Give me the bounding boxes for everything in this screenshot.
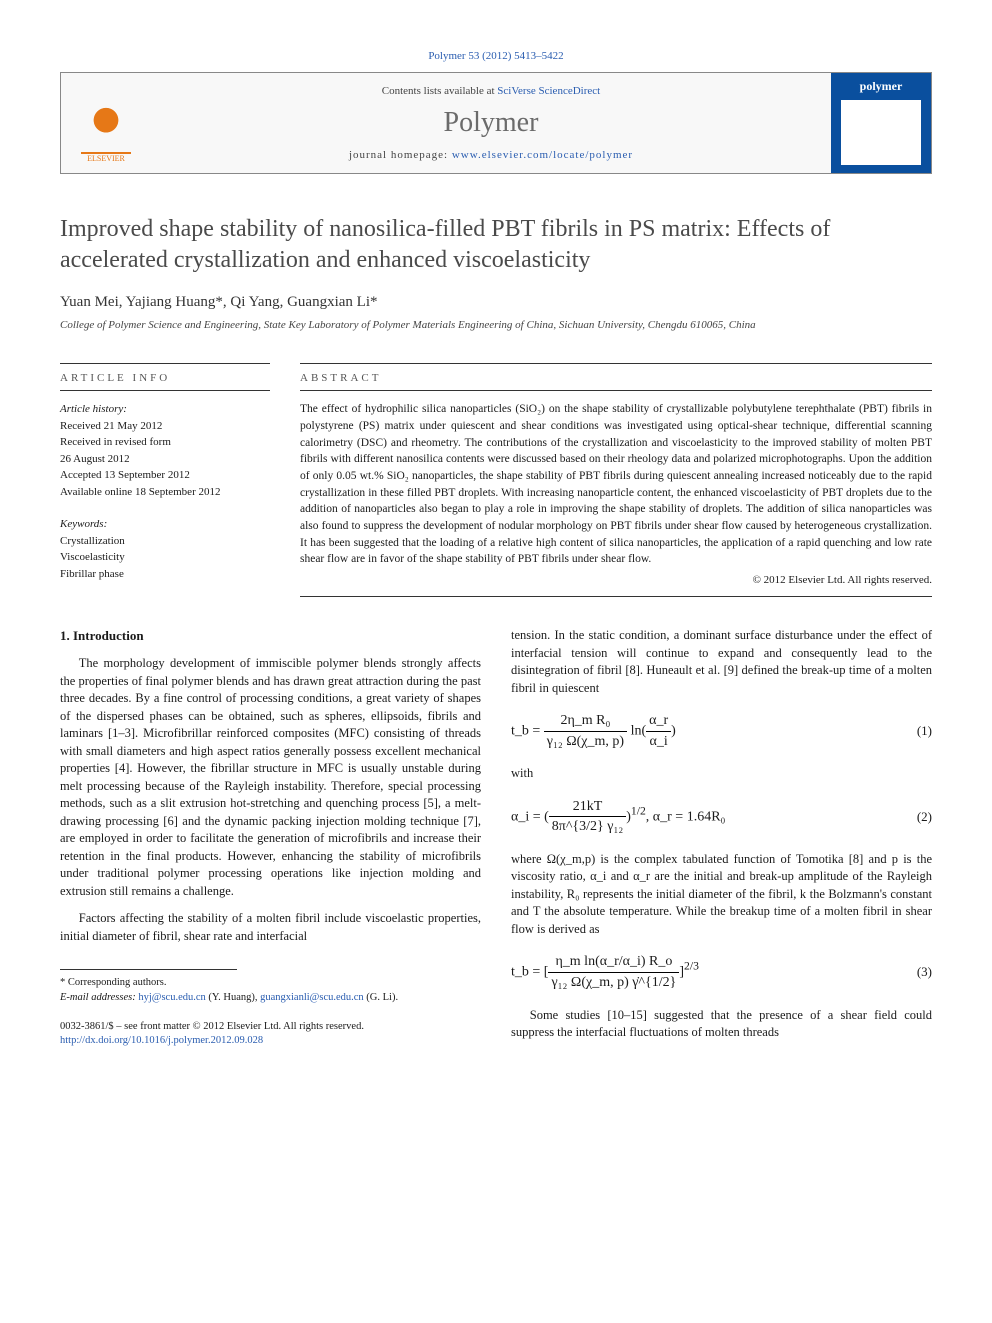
paragraph: Some studies [10–15] suggested that the … bbox=[511, 1007, 932, 1042]
homepage-link[interactable]: www.elsevier.com/locate/polymer bbox=[452, 149, 633, 161]
journal-cover[interactable]: polymer bbox=[831, 73, 931, 173]
article-history: Article history: Received 21 May 2012 Re… bbox=[60, 401, 270, 500]
equation-3: t_b = [η_m ln(α_r/α_i) R_oγ₁₂ Ω(χ_m, p) … bbox=[511, 952, 932, 992]
corr-label: * Corresponding authors. bbox=[60, 976, 481, 991]
body-left-column: 1. Introduction The morphology developme… bbox=[60, 627, 481, 1052]
paragraph: tension. In the static condition, a domi… bbox=[511, 627, 932, 697]
issn-text: 0032-3861/$ – see front matter © 2012 El… bbox=[60, 1020, 481, 1035]
history-line: Received 21 May 2012 bbox=[60, 418, 270, 435]
header-center: Contents lists available at SciVerse Sci… bbox=[151, 73, 831, 173]
equation-body: α_i = (21kT8π^{3/2} γ₁₂)1/2, α_r = 1.64R… bbox=[511, 797, 725, 837]
issn-line: 0032-3861/$ – see front matter © 2012 El… bbox=[60, 1020, 481, 1049]
journal-citation: Polymer 53 (2012) 5413–5422 bbox=[60, 50, 932, 62]
email-label: E-mail addresses: bbox=[60, 992, 138, 1003]
equation-number: (1) bbox=[917, 722, 932, 740]
cover-label: polymer bbox=[860, 79, 903, 94]
journal-name: Polymer bbox=[161, 107, 821, 139]
paragraph: where Ω(χ_m,p) is the complex tabulated … bbox=[511, 851, 932, 939]
sciencedirect-link[interactable]: SciVerse ScienceDirect bbox=[497, 85, 600, 97]
elsevier-logo-text: ELSEVIER bbox=[87, 154, 125, 163]
body-right-column: tension. In the static condition, a domi… bbox=[511, 627, 932, 1052]
email-name-1: (Y. Huang), bbox=[206, 992, 260, 1003]
abstract-text: The effect of hydrophilic silica nanopar… bbox=[300, 401, 932, 568]
email-link-2[interactable]: guangxianli@scu.edu.cn bbox=[260, 992, 364, 1003]
authors: Yuan Mei, Yajiang Huang*, Qi Yang, Guang… bbox=[60, 294, 932, 311]
equation-2: α_i = (21kT8π^{3/2} γ₁₂)1/2, α_r = 1.64R… bbox=[511, 797, 932, 837]
equation-body: t_b = [η_m ln(α_r/α_i) R_oγ₁₂ Ω(χ_m, p) … bbox=[511, 952, 699, 992]
journal-header: ELSEVIER Contents lists available at Sci… bbox=[60, 72, 932, 174]
history-label: Article history: bbox=[60, 401, 270, 418]
email-link-1[interactable]: hyj@scu.edu.cn bbox=[138, 992, 205, 1003]
email-line: E-mail addresses: hyj@scu.edu.cn (Y. Hua… bbox=[60, 991, 481, 1006]
keyword: Crystallization bbox=[60, 533, 270, 550]
email-name-2: (G. Li). bbox=[364, 992, 398, 1003]
article-title: Improved shape stability of nanosilica-f… bbox=[60, 214, 932, 276]
article-info-column: ARTICLE INFO Article history: Received 2… bbox=[60, 351, 270, 597]
history-line: 26 August 2012 bbox=[60, 451, 270, 468]
cover-thumbnail bbox=[841, 100, 921, 165]
abstract-label: ABSTRACT bbox=[300, 364, 932, 391]
history-line: Received in revised form bbox=[60, 434, 270, 451]
equation-1: t_b = 2η_m R₀γ₁₂ Ω(χ_m, p) ln(α_rα_i) (1… bbox=[511, 711, 932, 751]
contents-prefix: Contents lists available at bbox=[382, 85, 497, 97]
equation-number: (3) bbox=[917, 963, 932, 981]
with-label: with bbox=[511, 765, 932, 783]
contents-line: Contents lists available at SciVerse Sci… bbox=[161, 85, 821, 97]
homepage-line: journal homepage: www.elsevier.com/locat… bbox=[161, 149, 821, 161]
article-info-label: ARTICLE INFO bbox=[60, 364, 270, 391]
elsevier-logo[interactable]: ELSEVIER bbox=[71, 83, 141, 163]
elsevier-tree-icon bbox=[81, 99, 131, 154]
section-number: 1. bbox=[60, 628, 70, 643]
corresponding-author-footnote: * Corresponding authors. E-mail addresse… bbox=[60, 976, 481, 1005]
keywords-block: Keywords: Crystallization Viscoelasticit… bbox=[60, 516, 270, 582]
section-title: Introduction bbox=[73, 628, 144, 643]
keywords-label: Keywords: bbox=[60, 516, 270, 533]
paragraph: Factors affecting the stability of a mol… bbox=[60, 910, 481, 945]
keyword: Viscoelasticity bbox=[60, 549, 270, 566]
abstract-copyright: © 2012 Elsevier Ltd. All rights reserved… bbox=[300, 574, 932, 586]
keyword: Fibrillar phase bbox=[60, 566, 270, 583]
homepage-prefix: journal homepage: bbox=[349, 149, 452, 161]
section-heading: 1. Introduction bbox=[60, 627, 481, 645]
equation-body: t_b = 2η_m R₀γ₁₂ Ω(χ_m, p) ln(α_rα_i) bbox=[511, 711, 676, 751]
history-line: Accepted 13 September 2012 bbox=[60, 467, 270, 484]
doi-link[interactable]: http://dx.doi.org/10.1016/j.polymer.2012… bbox=[60, 1035, 263, 1046]
affiliation: College of Polymer Science and Engineeri… bbox=[60, 319, 932, 331]
abstract-column: ABSTRACT The effect of hydrophilic silic… bbox=[300, 351, 932, 597]
paragraph: The morphology development of immiscible… bbox=[60, 655, 481, 900]
citation-link[interactable]: Polymer 53 (2012) 5413–5422 bbox=[428, 50, 563, 62]
history-line: Available online 18 September 2012 bbox=[60, 484, 270, 501]
publisher-logo-area: ELSEVIER bbox=[61, 73, 151, 173]
equation-number: (2) bbox=[917, 808, 932, 826]
